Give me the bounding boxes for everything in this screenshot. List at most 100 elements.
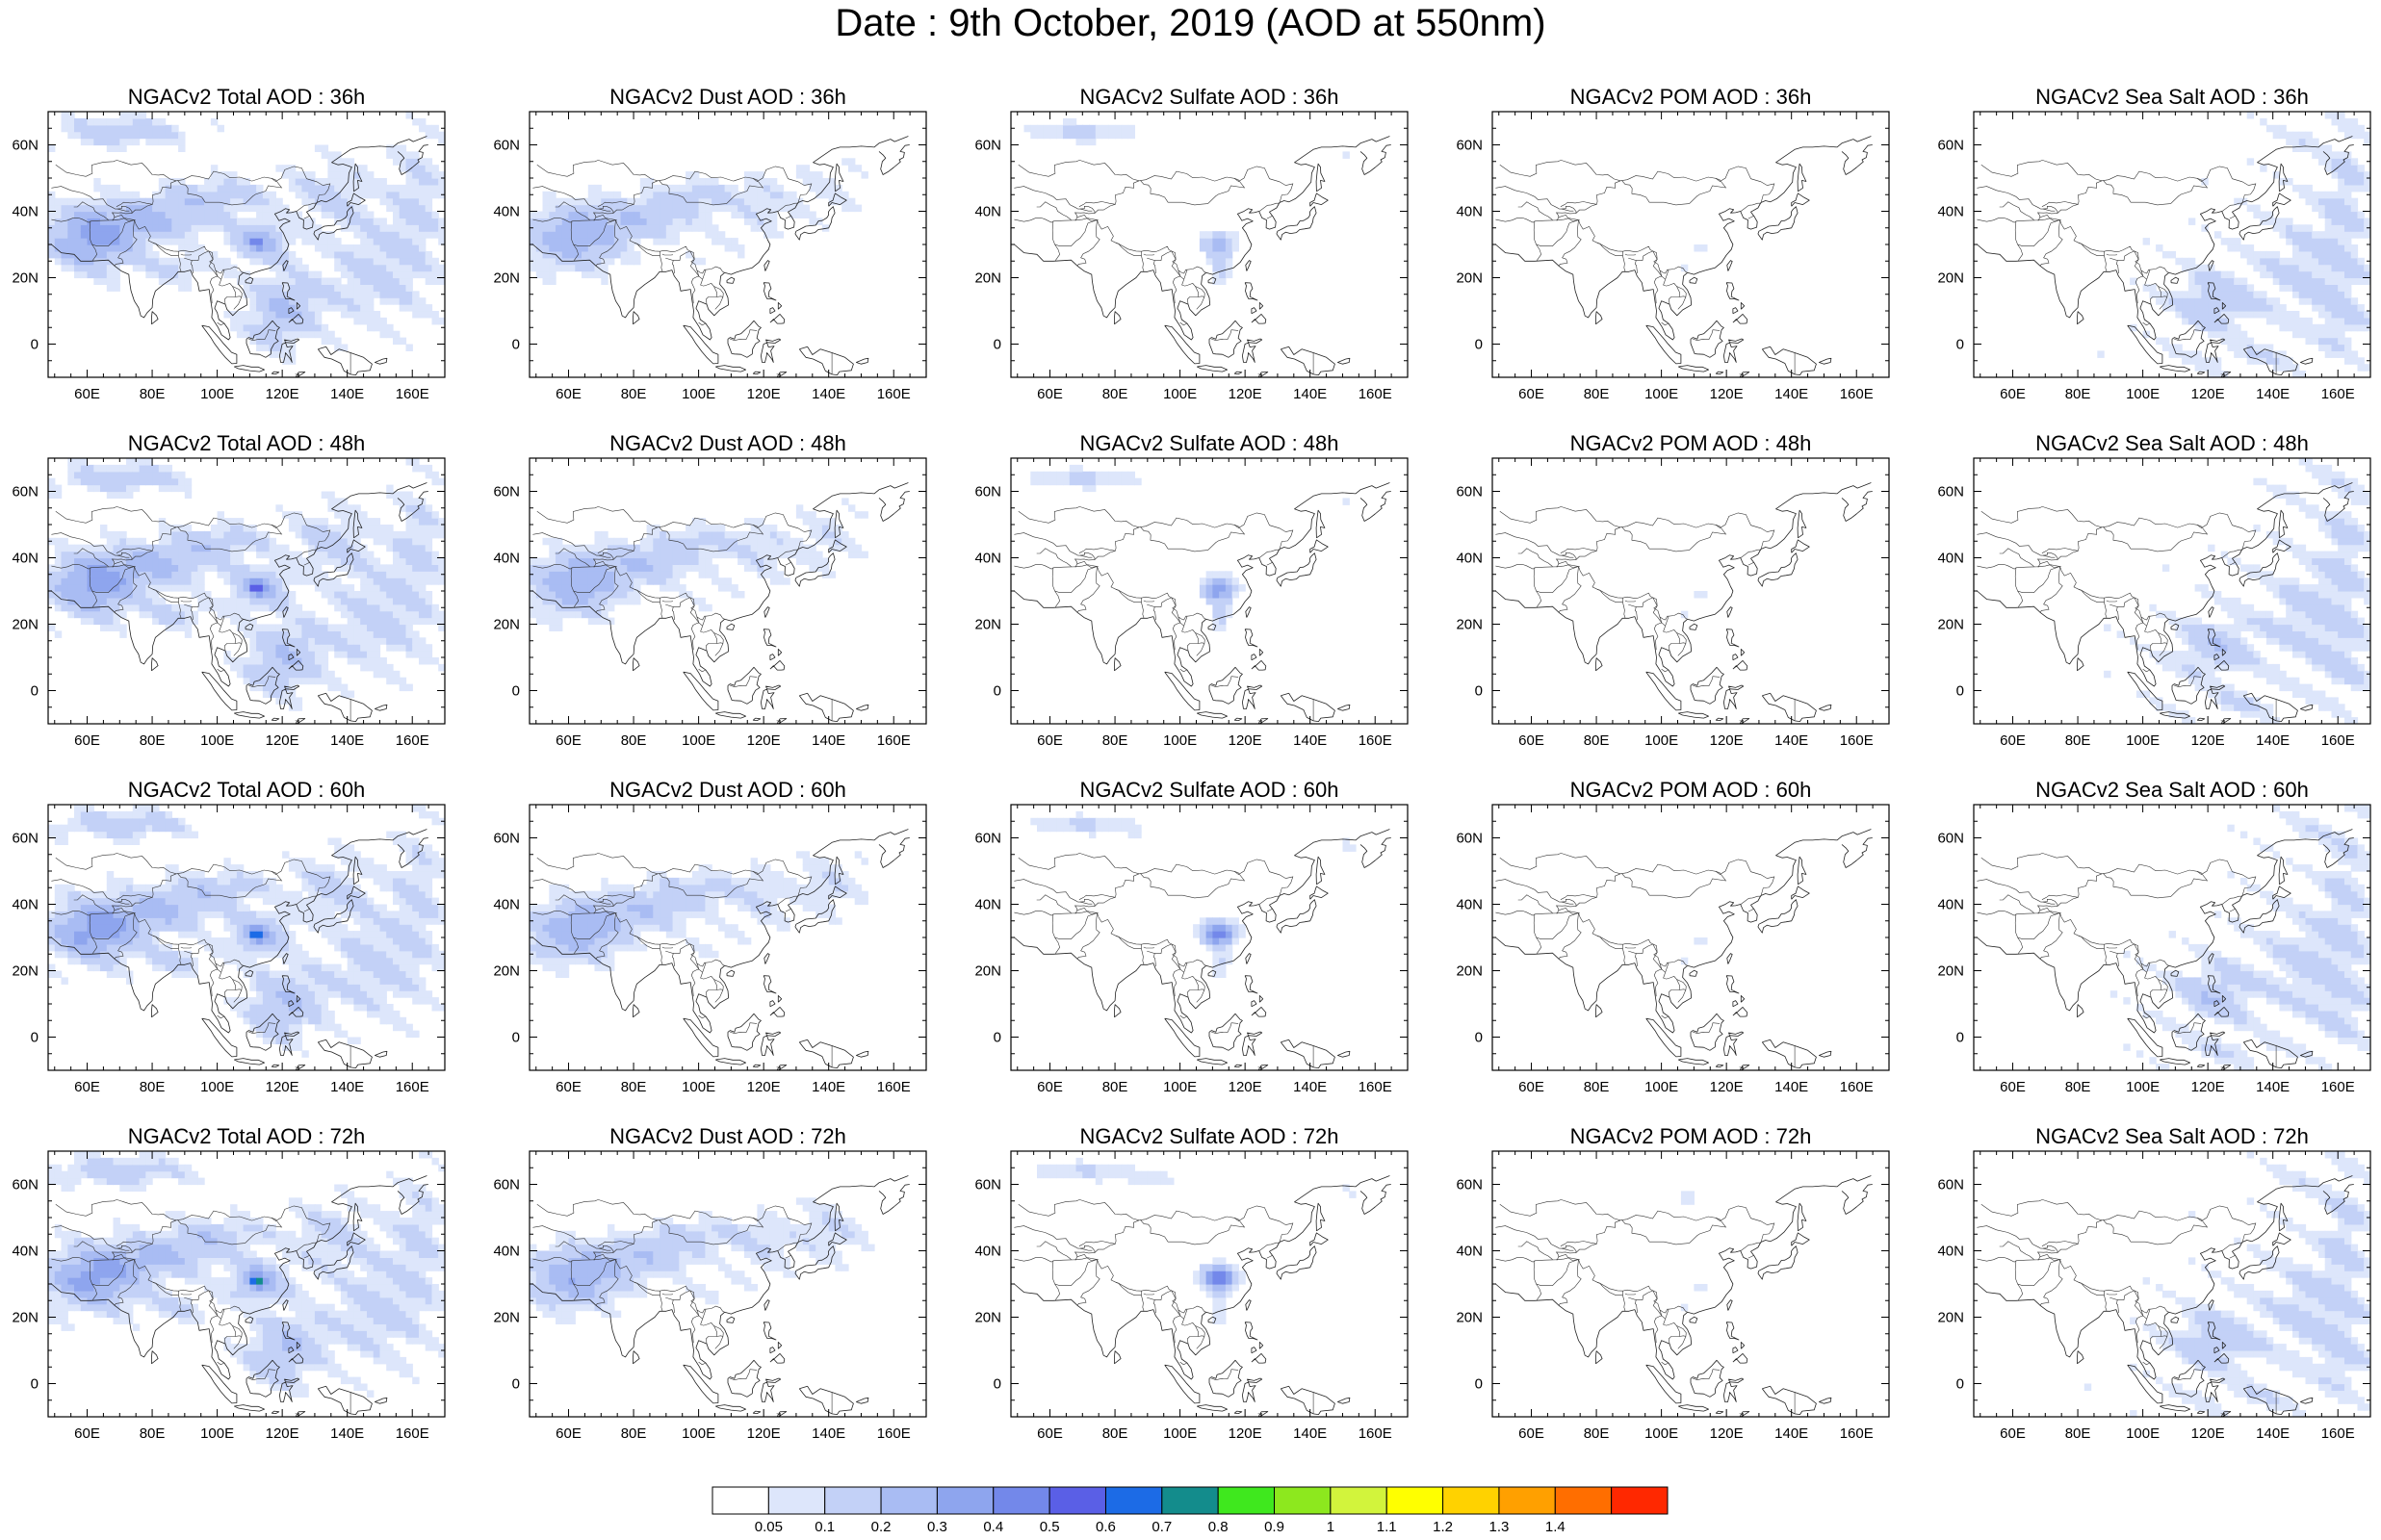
coastline (1733, 314, 1747, 323)
aod-cell (282, 678, 289, 685)
aod-cell (621, 584, 628, 592)
aod-cell (327, 338, 334, 346)
aod-cell (185, 485, 192, 493)
aod-cell (2338, 657, 2344, 665)
aod-cell (406, 644, 413, 652)
aod-cell (400, 297, 406, 305)
aod-cell (692, 212, 699, 219)
aod-cell (107, 145, 114, 153)
aod-cell (380, 671, 387, 679)
aod-cell (2338, 630, 2344, 638)
aod-cell (862, 552, 868, 559)
aod-cell (614, 192, 621, 199)
aod-cell (2318, 558, 2325, 566)
aod-cell (432, 178, 439, 186)
aod-cell (744, 552, 751, 559)
aod-cell (386, 618, 393, 626)
aod-cell (2358, 171, 2365, 179)
aod-cell (380, 664, 387, 672)
aod-cell (2247, 657, 2254, 665)
aod-cell (569, 218, 576, 225)
country-border (181, 601, 192, 602)
aod-cell (67, 265, 74, 272)
aod-cell (2351, 125, 2358, 133)
country-border (1037, 202, 1072, 220)
aod-cell (2273, 591, 2280, 599)
aod-cell (2240, 291, 2247, 298)
aod-cell (2273, 297, 2280, 305)
aod-cell (2325, 558, 2332, 566)
lon-tick-label: 60E (556, 732, 582, 749)
aod-cell (627, 212, 634, 219)
aod-cell (400, 185, 406, 192)
aod-cell (400, 630, 406, 638)
aod-cell (2332, 518, 2339, 526)
aod-cell (751, 205, 758, 213)
aod-cell (1076, 125, 1083, 133)
aod-cell (237, 318, 244, 325)
country-border (1267, 216, 1273, 218)
aod-cell (275, 278, 282, 286)
aod-cell (2344, 224, 2351, 232)
aod-cell (48, 485, 55, 493)
aod-cell (62, 244, 68, 252)
aod-cell (249, 644, 256, 652)
aod-cell (419, 545, 426, 552)
aod-cell (2286, 357, 2292, 365)
coastline (1726, 629, 1739, 647)
aod-cell (171, 545, 178, 552)
aod-cell (412, 205, 419, 213)
aod-cell (1056, 472, 1063, 479)
aod-cell (2279, 304, 2286, 312)
aod-cell (322, 664, 328, 672)
aod-cell (2338, 518, 2344, 526)
aod-cell (185, 558, 192, 566)
aod-cell (419, 552, 426, 559)
aod-cell (2266, 584, 2273, 592)
aod-cell (197, 545, 204, 552)
aod-cell (2240, 611, 2247, 619)
country-border (1716, 167, 1774, 203)
aod-cell (374, 265, 380, 272)
aod-cell (263, 637, 270, 645)
aod-cell (569, 205, 576, 213)
aod-cell (660, 192, 666, 199)
aod-cell (81, 139, 88, 146)
aod-cell (2273, 664, 2280, 672)
aod-cell (301, 224, 308, 232)
lon-tick-label: 100E (682, 386, 715, 402)
aod-cell (2286, 538, 2292, 546)
aod-cell (660, 212, 666, 219)
aod-cell (100, 472, 107, 479)
aod-cell (145, 558, 152, 566)
aod-cell (1056, 125, 1063, 133)
lat-tick-label: 60N (974, 484, 1001, 500)
aod-cell (171, 218, 178, 225)
aod-cell (230, 318, 237, 325)
aod-cell (705, 564, 712, 572)
aod-cell (692, 171, 699, 179)
aod-cell (2351, 271, 2358, 279)
aod-cell (88, 558, 94, 566)
aod-cell (230, 531, 237, 539)
aod-cell (230, 212, 237, 219)
aod-cell (2292, 324, 2299, 332)
aod-cell (327, 331, 334, 339)
aod-cell (289, 324, 296, 332)
aod-cell (2338, 278, 2344, 286)
aod-cell (237, 231, 244, 239)
aod-cell (634, 212, 640, 219)
aod-cell (133, 132, 140, 140)
aod-cell (614, 212, 621, 219)
aod-cell (256, 238, 263, 245)
aod-cell (341, 297, 348, 305)
aod-cell (2201, 357, 2208, 365)
aod-cell (100, 611, 107, 619)
aod-cell (270, 598, 276, 605)
aod-cell (88, 598, 94, 605)
aod-cell (2227, 625, 2234, 632)
aod-cell (145, 271, 152, 279)
aod-cell (2234, 331, 2240, 339)
aod-cell (2312, 571, 2318, 578)
aod-cell (692, 192, 699, 199)
